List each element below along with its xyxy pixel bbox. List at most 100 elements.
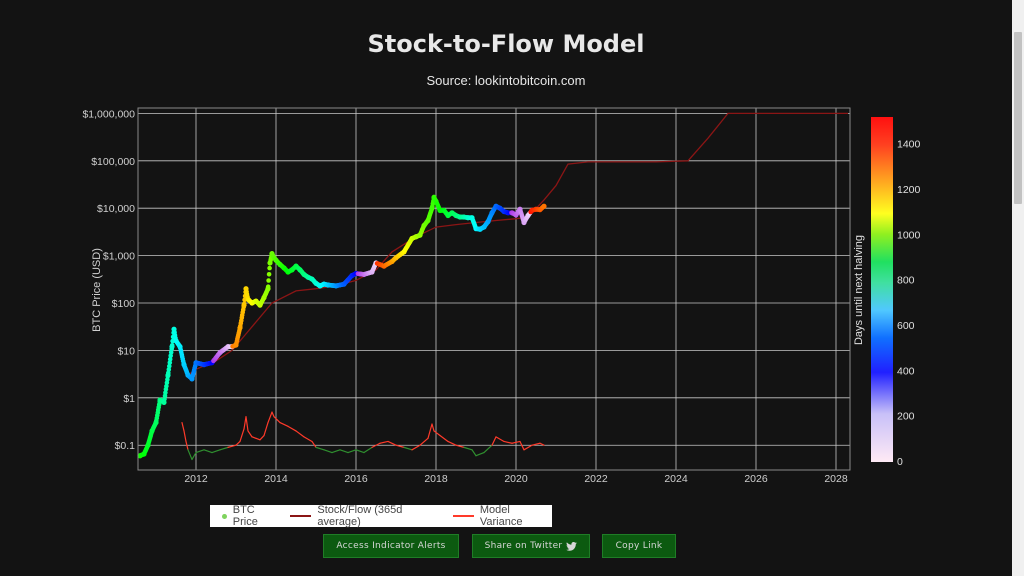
model-variance-segment <box>491 436 497 446</box>
model-variance-segment <box>483 444 493 454</box>
model-variance-segment <box>439 434 449 443</box>
model-variance-segment <box>219 446 229 451</box>
y-tick-label: $1 <box>123 393 135 405</box>
colorbar-tick-label: 400 <box>897 365 915 377</box>
model-variance-segment <box>431 423 435 432</box>
model-variance-segment <box>295 430 305 438</box>
colorbar-tick-label: 1400 <box>897 139 921 151</box>
model-variance-segment <box>303 436 313 443</box>
model-variance-segment <box>463 446 473 451</box>
legend: BTC Price Stock/Flow (365d average) Mode… <box>210 504 552 528</box>
colorbar-tick-label: 600 <box>897 320 915 332</box>
btc-price-trail-point <box>267 265 272 271</box>
model-variance-segment <box>539 442 545 446</box>
x-tick-label: 2014 <box>264 473 288 485</box>
model-variance-segment <box>523 444 533 451</box>
chart-canvas: $0.1 $1 $10 $100 $1,000 $10,000 $100,000 $1,000… <box>82 107 921 485</box>
model-variance-segment <box>475 451 485 457</box>
btc-price-trail-point <box>167 356 173 362</box>
y-tick-label: $100 <box>112 298 136 310</box>
model-variance-segment <box>191 451 197 461</box>
model-variance-segment <box>235 440 241 446</box>
legend-item-stock-flow[interactable]: Stock/Flow (365d average) <box>290 504 443 528</box>
y-axis-label: BTC Price (USD) <box>91 248 103 332</box>
legend-swatch-btc-price <box>222 513 227 519</box>
share-on-twitter-button[interactable]: Share on Twitter <box>472 534 590 558</box>
colorbar-tick-label: 0 <box>897 456 903 468</box>
legend-item-model-variance[interactable]: Model Variance <box>452 504 552 528</box>
model-variance-segment <box>239 428 245 443</box>
model-variance-segment <box>247 430 253 438</box>
y-axis-ticks: $0.1 $1 $10 $100 $1,000 $10,000 $100,000 $1,000… <box>82 108 135 452</box>
model-variance-segment <box>267 411 273 424</box>
model-variance-segment <box>331 449 341 454</box>
model-variance-segment <box>195 449 205 454</box>
model-variance-segment <box>315 446 325 451</box>
model-variance-segment <box>419 437 429 446</box>
model-variance-segment <box>455 444 465 448</box>
x-tick-label: 2028 <box>824 473 848 485</box>
model-variance-segment <box>387 440 397 446</box>
model-variance-segment <box>471 449 477 457</box>
btc-price-trail-point <box>266 278 271 283</box>
x-tick-label: 2026 <box>744 473 768 485</box>
model-variance-segment <box>187 449 193 461</box>
y-tick-label: $1,000,000 <box>82 108 135 120</box>
model-variance-segment <box>379 440 389 444</box>
btc-price-trail-point <box>170 338 175 344</box>
plot-series <box>137 112 848 461</box>
model-variance-segment <box>183 430 187 443</box>
model-variance-segment <box>243 416 247 430</box>
model-variance-segment <box>259 434 265 441</box>
btc-price-trail-point <box>167 360 173 365</box>
model-variance-segment <box>403 446 413 451</box>
model-variance-segment <box>511 440 521 444</box>
model-variance-segment <box>347 449 357 454</box>
y-tick-label: $1,000 <box>103 251 135 263</box>
model-variance-segment <box>323 449 333 454</box>
copy-link-button[interactable]: Copy Link <box>602 534 676 558</box>
x-tick-label: 2024 <box>664 473 688 485</box>
model-variance-segment <box>263 421 269 437</box>
model-variance-segment <box>395 444 405 448</box>
x-tick-label: 2012 <box>184 473 208 485</box>
colorbar-label: Days until next halving <box>853 235 865 345</box>
x-tick-label: 2022 <box>584 473 608 485</box>
model-variance-segment <box>519 440 525 451</box>
colorbar-tick-label: 1200 <box>897 184 921 196</box>
btc-price-trail-point <box>167 363 172 369</box>
model-variance-segment <box>251 436 257 439</box>
model-variance-segment <box>355 449 365 454</box>
model-variance-segment <box>363 446 373 454</box>
y-tick-label: $10 <box>117 345 135 357</box>
btc-price-trail-point <box>169 346 174 352</box>
legend-label: BTC Price <box>232 504 258 528</box>
x-tick-label: 2018 <box>424 473 448 485</box>
model-variance-segment <box>311 440 317 448</box>
btc-price-trail-point <box>265 284 271 290</box>
model-variance-segment <box>371 442 381 448</box>
btc-price-trail-point <box>168 353 173 359</box>
access-indicator-alerts-button[interactable]: Access Indicator Alerts <box>323 534 459 558</box>
model-variance-segment <box>185 440 189 451</box>
colorbar <box>871 117 893 462</box>
scrollbar-thumb[interactable] <box>1014 32 1022 204</box>
model-variance-segment <box>427 423 433 439</box>
legend-swatch-stock-flow <box>290 515 312 517</box>
model-variance-segment <box>203 449 213 454</box>
model-variance-segment <box>495 436 505 443</box>
scrollbar[interactable] <box>1012 0 1024 576</box>
btc-price-trail-point <box>541 204 546 209</box>
model-variance-segment <box>245 416 249 432</box>
chart-title: Stock-to-Flow Model <box>367 30 645 58</box>
y-tick-label: $0.1 <box>115 440 136 452</box>
plot-frame <box>137 107 851 471</box>
legend-swatch-model-variance <box>452 515 474 517</box>
legend-item-btc-price[interactable]: BTC Price <box>220 504 280 528</box>
chart-subtitle: Source: lookintobitcoin.com <box>426 73 586 88</box>
share-on-twitter-label: Share on Twitter <box>484 541 563 551</box>
legend-label: Model Variance <box>479 504 523 528</box>
y-tick-label: $100,000 <box>91 156 135 168</box>
twitter-bird-icon <box>566 541 578 551</box>
x-tick-label: 2020 <box>504 473 528 485</box>
